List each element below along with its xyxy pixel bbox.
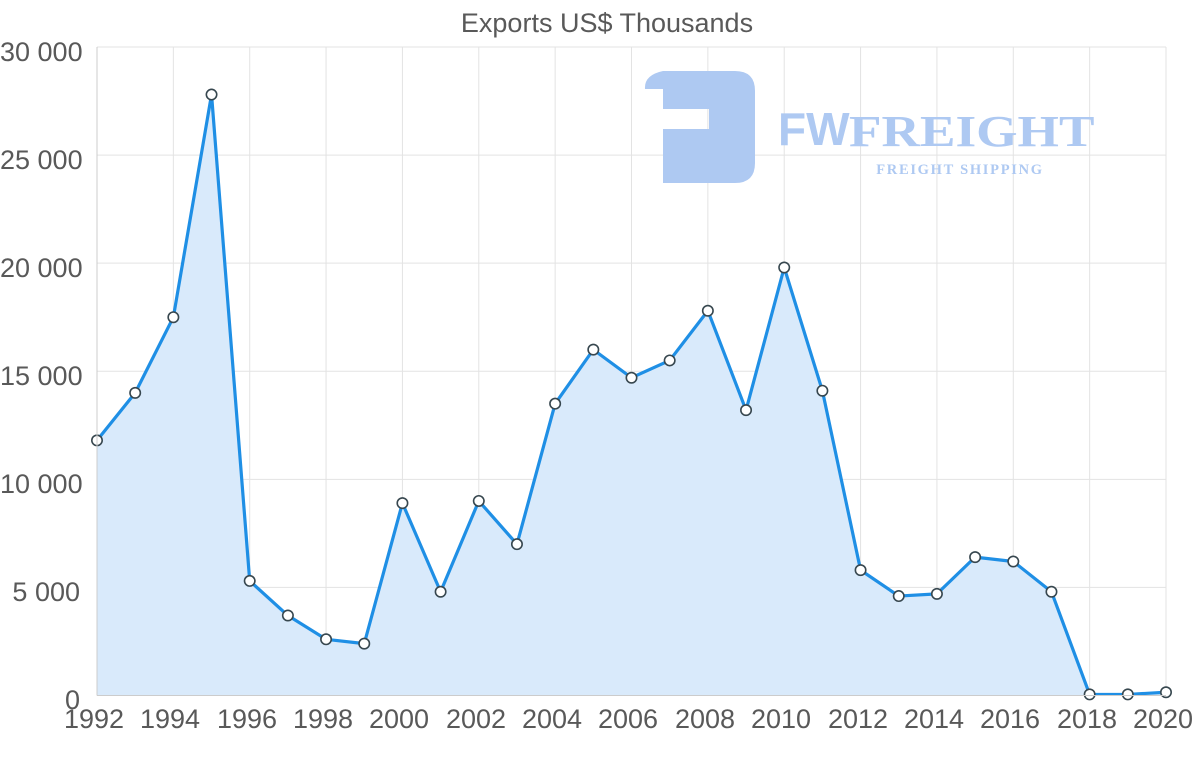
svg-text:FREIGHT: FREIGHT [849, 106, 1094, 156]
svg-text:FREIGHT SHIPPING: FREIGHT SHIPPING [876, 162, 1044, 178]
svg-text:FW: FW [778, 103, 850, 155]
